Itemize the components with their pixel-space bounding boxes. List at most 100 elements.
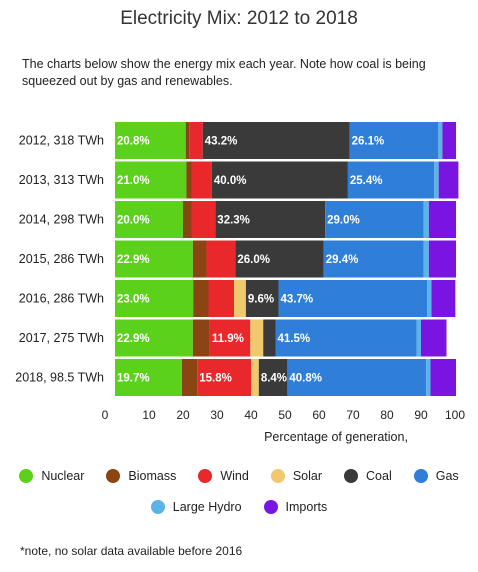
bar-segment-nuclear xyxy=(115,240,193,278)
bar-segment-biomass xyxy=(193,280,209,317)
data-label: 22.9% xyxy=(117,254,150,266)
bar-segment-large-hydro xyxy=(426,359,431,396)
data-label: 40.0% xyxy=(214,175,247,187)
bar-segment-wind xyxy=(191,201,216,238)
legend-swatch xyxy=(344,469,359,483)
data-label: 20.8% xyxy=(117,136,150,148)
bar-segment-coal xyxy=(202,122,350,159)
x-tick-label: 50 xyxy=(278,408,292,422)
bar-segment-nuclear xyxy=(115,201,183,238)
x-tick-label: 20 xyxy=(176,408,190,422)
data-label: 20.0% xyxy=(117,215,150,227)
x-tick-label: 70 xyxy=(346,408,360,422)
bar-segment-nuclear xyxy=(115,122,186,159)
x-tick-label: 60 xyxy=(312,408,326,422)
category-label: 2017, 275 TWh xyxy=(19,331,104,345)
bar-segment-large-hydro xyxy=(416,319,421,357)
data-label: 29.0% xyxy=(327,215,360,227)
bar-segment-nuclear xyxy=(115,319,193,357)
data-label: 19.7% xyxy=(117,373,150,385)
data-label: 40.8% xyxy=(289,373,322,385)
legend-label: Coal xyxy=(366,469,392,483)
legend-item-imports: Imports xyxy=(263,500,328,514)
data-label: 32.3% xyxy=(217,215,250,227)
bar-segment-nuclear xyxy=(115,280,194,317)
data-label: 29.4% xyxy=(326,254,359,266)
category-label: 2012, 318 TWh xyxy=(19,134,104,148)
bar-segment-biomass xyxy=(183,201,192,238)
legend-swatch xyxy=(413,469,428,483)
bar-segment-coal xyxy=(258,359,288,396)
bar-segment-biomass xyxy=(185,122,190,159)
bar-segment-large-hydro xyxy=(427,280,432,317)
data-label: 9.6% xyxy=(248,294,274,306)
legend-item-large-hydro: Large Hydro xyxy=(150,500,242,514)
bar-segment-gas xyxy=(278,280,428,317)
legend-label: Wind xyxy=(220,469,249,483)
legend-label: Biomass xyxy=(128,469,177,483)
data-label: 21.0% xyxy=(117,175,150,187)
x-tick-label: 100 xyxy=(445,408,465,422)
legend-swatch xyxy=(270,469,285,483)
legend-swatch xyxy=(263,500,278,514)
legend-item-solar: Solar xyxy=(270,469,322,483)
legend-label: Large Hydro xyxy=(172,500,242,514)
bar-segment-gas xyxy=(347,161,435,199)
legend-label: Gas xyxy=(435,469,459,483)
legend-swatch xyxy=(106,469,121,483)
bar-segment-biomass xyxy=(192,240,207,278)
x-tick-label: 10 xyxy=(142,408,156,422)
bar-segment-wind xyxy=(191,161,212,199)
bar-segment-coal xyxy=(235,240,324,278)
category-label: 2018, 98.5 TWh xyxy=(15,371,104,385)
bar-segment-wind xyxy=(208,280,234,317)
legend-swatch xyxy=(19,469,34,483)
chart-title: Electricity Mix: 2012 to 2018 xyxy=(120,8,358,29)
category-label: 2014, 298 TWh xyxy=(19,213,104,227)
bar-segment-biomass xyxy=(181,359,198,396)
category-label: 2015, 286 TWh xyxy=(19,252,104,266)
bar-segment-imports xyxy=(428,201,457,238)
legend-label: Imports xyxy=(285,500,328,514)
legend-item-wind: Wind xyxy=(198,469,249,483)
category-label: 2013, 313 TWh xyxy=(19,173,104,187)
bar-segment-wind xyxy=(189,122,203,159)
legend-row-1: Nuclear Biomass Wind Solar Coal Gas xyxy=(0,469,478,483)
footnote: *note, no solar data available before 20… xyxy=(20,544,243,558)
data-label: 26.0% xyxy=(237,254,270,266)
bar-segment-large-hydro xyxy=(423,201,429,238)
legend-label: Nuclear xyxy=(41,469,85,483)
bar-segment-wind xyxy=(197,359,251,396)
stacked-bar-chart: 2012, 318 TWh 20.8% 43.2% 26.1% 2013, 313 TW… xyxy=(15,122,465,444)
x-axis-label: Percentage of generation, xyxy=(264,430,408,444)
bar-segment-nuclear xyxy=(115,359,182,396)
bar-segment-large-hydro xyxy=(423,240,429,278)
bar-segment-gas xyxy=(349,122,439,159)
data-label: 43.2% xyxy=(205,136,238,148)
legend-row-2: Large Hydro Imports xyxy=(0,500,478,514)
legend-swatch xyxy=(150,500,165,514)
legend-swatch xyxy=(198,469,213,483)
data-label: 22.9% xyxy=(117,333,150,345)
bar-segment-large-hydro xyxy=(438,122,443,159)
bar-segment-imports xyxy=(421,319,447,357)
bar-segment-solar xyxy=(251,359,259,396)
bar-segment-gas xyxy=(325,201,424,238)
data-label: 15.8% xyxy=(199,373,232,385)
legend-item-coal: Coal xyxy=(344,469,392,483)
bar-segment-nuclear xyxy=(115,161,187,199)
bar-segment-coal xyxy=(215,201,326,238)
x-tick-label: 90 xyxy=(414,408,428,422)
chart-subtitle: The charts below show the energy mix eac… xyxy=(22,57,426,88)
data-label: 43.7% xyxy=(281,294,314,306)
data-label: 23.0% xyxy=(117,294,150,306)
bar-segment-gas xyxy=(287,359,427,396)
bar-segment-solar xyxy=(250,319,264,357)
data-label: 41.5% xyxy=(277,333,310,345)
category-label: 2016, 286 TWh xyxy=(19,292,104,306)
data-label: 11.9% xyxy=(212,333,244,345)
x-tick-label: 30 xyxy=(210,408,224,422)
data-label: 8.4% xyxy=(261,373,287,385)
bar-segment-biomass xyxy=(192,319,210,357)
bar-segment-large-hydro xyxy=(434,161,439,199)
